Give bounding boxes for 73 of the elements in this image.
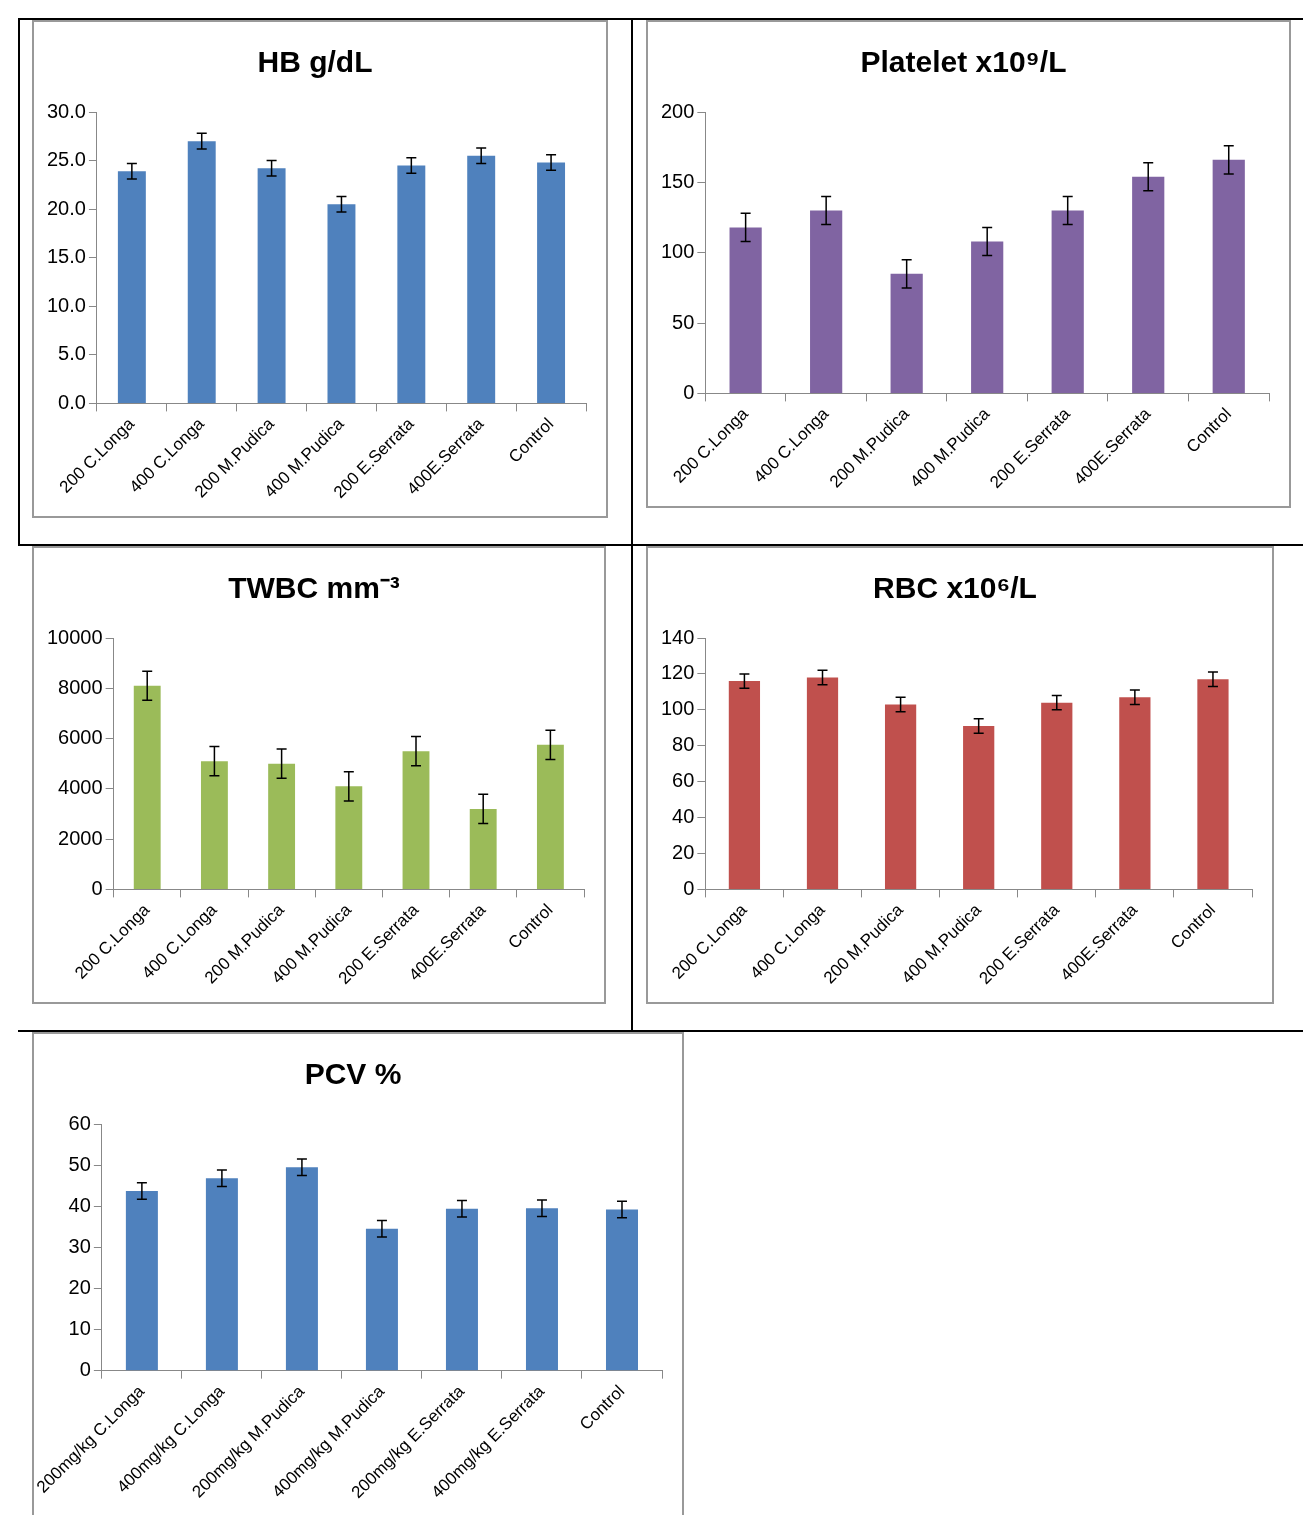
bar bbox=[335, 786, 363, 889]
bar bbox=[200, 761, 228, 889]
chart-title: HB g/dL bbox=[257, 45, 373, 79]
bar bbox=[268, 763, 296, 889]
bar bbox=[117, 171, 146, 403]
bar bbox=[125, 1191, 158, 1371]
bar bbox=[810, 210, 843, 393]
bar bbox=[1197, 679, 1229, 889]
y-tick-label: 200 bbox=[660, 99, 695, 122]
bar bbox=[469, 808, 497, 889]
bar bbox=[1212, 159, 1245, 393]
bar bbox=[884, 704, 917, 889]
bar bbox=[365, 1228, 398, 1371]
y-tick-label: 40 bbox=[672, 805, 695, 828]
y-tick-label: 5.0 bbox=[58, 342, 86, 365]
y-tick-label: 60 bbox=[672, 769, 695, 792]
bar bbox=[890, 273, 923, 393]
bar bbox=[536, 744, 564, 889]
bar bbox=[1051, 210, 1084, 393]
bar bbox=[187, 141, 216, 403]
bar bbox=[257, 168, 286, 403]
y-tick-label: 100 bbox=[660, 240, 695, 263]
bar bbox=[285, 1167, 318, 1371]
bar bbox=[806, 677, 839, 889]
bar bbox=[525, 1208, 558, 1371]
bar bbox=[728, 681, 761, 889]
bar bbox=[729, 227, 762, 393]
y-tick-label: 0 bbox=[91, 876, 103, 899]
y-tick-label: 20.0 bbox=[46, 196, 86, 219]
y-tick-label: 20 bbox=[672, 841, 695, 863]
y-tick-label: 20 bbox=[68, 1275, 91, 1298]
y-tick-label: 6000 bbox=[58, 726, 103, 749]
bar bbox=[1041, 702, 1073, 889]
y-tick-label: 30 bbox=[68, 1234, 91, 1257]
bar bbox=[1132, 176, 1165, 393]
chart-title: Platelet x10⁹/L bbox=[860, 45, 1067, 79]
y-tick-label: 2000 bbox=[58, 826, 103, 849]
bar bbox=[327, 204, 356, 403]
bar bbox=[605, 1209, 638, 1371]
y-tick-label: 0 bbox=[683, 876, 695, 899]
y-tick-label: 60 bbox=[68, 1111, 91, 1134]
bar bbox=[402, 751, 430, 889]
y-tick-label: 40 bbox=[68, 1193, 91, 1216]
y-tick-label: 140 bbox=[660, 625, 695, 648]
chart-title: PCV % bbox=[304, 1057, 402, 1091]
y-tick-label: 120 bbox=[660, 661, 695, 684]
y-tick-label: 0 bbox=[683, 380, 695, 403]
bar bbox=[1119, 697, 1151, 889]
bar bbox=[397, 165, 426, 403]
y-tick-label: 100 bbox=[660, 697, 695, 720]
y-tick-label: 80 bbox=[672, 733, 695, 756]
y-tick-label: 25.0 bbox=[46, 148, 86, 171]
y-tick-label: 150 bbox=[660, 169, 695, 192]
bar bbox=[467, 155, 496, 403]
bar bbox=[963, 725, 995, 889]
y-tick-label: 50 bbox=[672, 310, 695, 333]
y-tick-label: 4000 bbox=[58, 776, 103, 799]
y-tick-label: 10 bbox=[68, 1317, 91, 1340]
y-tick-label: 10000 bbox=[46, 625, 103, 648]
y-tick-label: 0.0 bbox=[58, 390, 86, 413]
chart-title: RBC x10⁶/L bbox=[873, 571, 1037, 605]
y-tick-label: 10.0 bbox=[46, 293, 86, 316]
bar bbox=[537, 162, 566, 403]
y-tick-label: 15.0 bbox=[46, 245, 86, 268]
y-tick-label: 8000 bbox=[58, 675, 103, 698]
bar bbox=[205, 1178, 238, 1371]
y-tick-label: 0 bbox=[79, 1358, 91, 1381]
bar bbox=[133, 685, 161, 889]
y-tick-label: 30.0 bbox=[46, 99, 86, 122]
bar bbox=[445, 1208, 478, 1371]
chart-title: TWBC mm⁻³ bbox=[228, 571, 400, 605]
bar bbox=[971, 241, 1004, 393]
y-tick-label: 50 bbox=[68, 1152, 91, 1175]
